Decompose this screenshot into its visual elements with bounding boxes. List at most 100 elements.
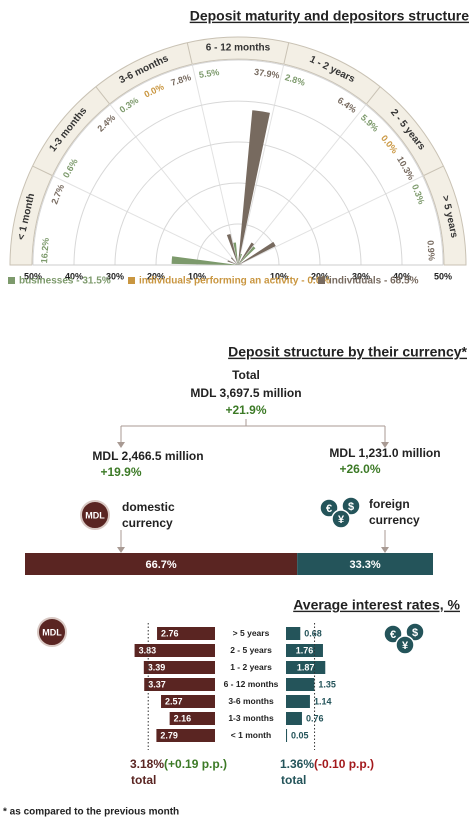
wedge: [235, 263, 238, 265]
band-divider: [32, 165, 53, 177]
wedge: [238, 241, 276, 265]
radial-line: [109, 103, 239, 266]
value-label: 1.35: [318, 679, 336, 689]
value-label: 0.0%: [143, 82, 166, 100]
value-label: 2.8%: [284, 72, 307, 88]
value-label: 1.87: [297, 662, 315, 672]
radial-line: [237, 103, 367, 266]
radial-line: [191, 64, 239, 266]
fx-icon-label: €: [390, 629, 396, 641]
wedge: [233, 242, 238, 265]
category-band: [9, 36, 467, 266]
bar: [286, 678, 315, 691]
fx-icon: [341, 496, 361, 516]
value-label: 2.57: [165, 696, 183, 706]
r-tick-label: 20%: [311, 271, 329, 281]
domestic-change: +19.9%: [100, 465, 141, 479]
category-label: > 5 years: [233, 628, 270, 638]
r-tick-label: 30%: [352, 271, 370, 281]
domestic-amount: MDL 2,466.5 million: [92, 449, 203, 463]
radial-line: [237, 175, 424, 266]
value-label: 0.3%: [410, 183, 427, 206]
chart-title: Average interest rates, %: [293, 597, 460, 613]
bar: [286, 729, 288, 742]
total-value: 3.18%(+0.19 p.p.): [130, 757, 227, 771]
band-divider: [186, 42, 193, 65]
fx-icon: [319, 498, 339, 518]
mdl-icon-label: MDL: [85, 510, 105, 520]
grid-arc: [32, 59, 444, 266]
r-tick-label: 40%: [65, 271, 83, 281]
value-label: 5.9%: [359, 112, 381, 133]
bar: [157, 627, 215, 640]
grid-arc: [114, 141, 362, 266]
bar-segment: [25, 553, 298, 575]
value-label: 66.7%: [145, 559, 176, 571]
value-label: 1.14: [314, 696, 332, 706]
bar: [286, 712, 302, 725]
bar-segment: [297, 553, 433, 575]
value-label: 0.6%: [61, 157, 80, 180]
value-label: 37.9%: [253, 67, 280, 81]
value-label: 33.3%: [349, 559, 380, 571]
total-amount: MDL 3,697.5 million: [190, 386, 301, 400]
radial-line: [237, 64, 285, 266]
grid-arc: [73, 100, 403, 266]
r-tick-label: 50%: [24, 271, 42, 281]
band-divider: [366, 86, 381, 105]
bar: [169, 712, 215, 725]
r-tick-label: 50%: [434, 271, 452, 281]
category-label: 6 - 12 months: [206, 43, 271, 54]
foreign-change: +26.0%: [339, 462, 380, 476]
wedge: [226, 233, 238, 265]
bar: [286, 627, 301, 640]
total-value: 1.36%(-0.10 p.p.): [280, 757, 374, 771]
fx-icon-label: ¥: [402, 640, 409, 652]
fx-icon-label: $: [412, 627, 418, 639]
mdl-icon-label: MDL: [42, 627, 62, 637]
value-label: 1.76: [296, 645, 314, 655]
category-label: 2 - 5 years: [230, 645, 272, 655]
legend-label: individuals performing an activity - 0.0…: [139, 276, 330, 287]
wedge: [238, 264, 240, 265]
legend-label: individuals - 68.5%: [329, 276, 419, 287]
total-change: (-0.10 p.p.): [314, 757, 374, 771]
mdl-icon: [37, 617, 67, 647]
connector: [120, 419, 386, 548]
fx-icon: [395, 635, 415, 655]
value-label: 2.79: [160, 730, 178, 740]
value-label: 7.8%: [170, 72, 193, 88]
total-change: +21.9%: [225, 403, 266, 417]
value-label: 2.7%: [49, 183, 66, 206]
value-label: 16.2%: [39, 237, 51, 263]
value-label: 0.0%: [379, 133, 400, 155]
category-label: 3-6 months: [228, 696, 274, 706]
grid-arc: [155, 182, 321, 266]
value-label: 2.16: [174, 713, 192, 723]
fx-icon: [331, 509, 351, 529]
r-tick-label: 10%: [188, 271, 206, 281]
mdl-icon: [80, 500, 110, 530]
total-caption: total: [281, 773, 306, 787]
category-label: 6 - 12 months: [224, 679, 279, 689]
value-label: 3.83: [139, 645, 157, 655]
wedge: [227, 260, 238, 265]
bar: [156, 729, 215, 742]
total-change: (+0.19 p.p.): [164, 757, 227, 771]
chart-title: Deposit maturity and depositors structur…: [190, 8, 469, 24]
total-value-number: 1.36%: [280, 757, 314, 771]
value-label: 5.5%: [198, 67, 220, 80]
value-label: 2.4%: [95, 112, 117, 133]
value-label: 0.9%: [425, 240, 437, 261]
band-divider: [283, 42, 290, 65]
fx-icon: [383, 624, 403, 644]
radial-line: [52, 175, 239, 266]
legend-label: businesses - 31.5%: [19, 276, 111, 287]
category-label: < 1 month: [231, 730, 271, 740]
category-label: 1 - 2 years: [230, 662, 272, 672]
fx-icon-label: ¥: [338, 514, 345, 526]
chart-title: Deposit structure by their currency*: [228, 344, 467, 360]
bar: [286, 644, 323, 657]
footnote: * as compared to the previous month: [3, 807, 179, 818]
wedge: [230, 257, 238, 265]
